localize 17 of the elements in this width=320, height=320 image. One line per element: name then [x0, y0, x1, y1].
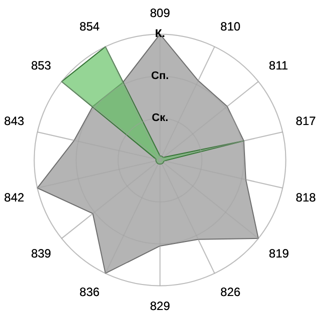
spoke-label: 826: [220, 285, 241, 299]
spoke-label: 819: [268, 246, 290, 260]
spoke-label: 811: [268, 58, 288, 72]
spoke-label: 842: [4, 190, 25, 205]
spoke-label: 817: [296, 114, 316, 128]
spoke-label: 843: [4, 114, 25, 128]
spoke-label: 809: [150, 6, 170, 20]
spoke-label: 836: [80, 285, 100, 299]
spoke-label: 818: [296, 190, 316, 205]
y-tick-label: Сп.: [151, 70, 169, 82]
spoke-label: 829: [150, 298, 170, 313]
spoke-label: 853: [31, 58, 52, 72]
y-tick-label: К.: [155, 28, 165, 40]
y-tick-label: Ск.: [152, 112, 168, 124]
spoke-label: 854: [80, 20, 100, 34]
spoke-label: 810: [220, 20, 241, 34]
spoke-label: 839: [31, 246, 52, 260]
